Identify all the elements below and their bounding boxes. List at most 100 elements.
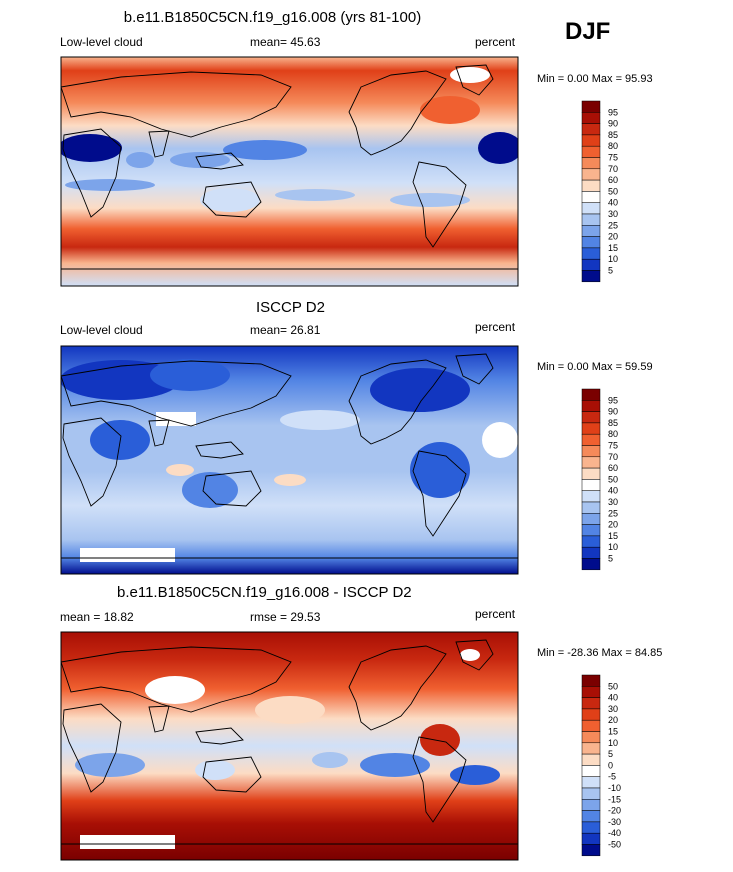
colorbar-1-label-8: 40 [608,198,618,208]
panel-3-minmax: Min = -28.36 Max = 84.85 [537,647,663,659]
colorbar-1-label-2: 85 [608,130,618,140]
panel-2-title: ISCCP D2 [256,299,325,316]
colorbar-2-swatch-0 [581,388,601,401]
panel-2-mean-label: mean= 26.81 [250,323,321,337]
colorbar-1-swatch-12 [581,236,601,249]
panel-1-title: b.e11.B1850C5CN.f19_g16.008 (yrs 81-100) [123,9,422,26]
colorbar-2-swatch-13 [581,535,601,548]
colorbar-2-swatch-4 [581,433,601,446]
colorbar-1-label-12: 15 [608,243,618,253]
colorbar-2-swatch-3 [581,422,601,435]
colorbar-1-swatch-11 [581,225,601,237]
panel-2-variable-label: Low-level cloud [60,323,143,337]
colorbar-3-label-2: 30 [608,704,618,714]
colorbar-1-swatch-2 [581,123,601,136]
colorbar-3-swatch-12 [581,810,601,823]
colorbar-2-label-8: 40 [608,486,618,496]
colorbar-2-label-2: 85 [608,418,618,428]
panel-1-variable-label: Low-level cloud [60,35,143,49]
colorbar-3-label-13: -40 [608,828,621,838]
colorbar-2-label-10: 25 [608,508,618,518]
colorbar-2-swatch-15 [581,558,601,571]
panel-3-rmse-label: rmse = 29.53 [250,610,321,624]
colorbar-1-swatch-6 [581,168,601,181]
colorbar-3-swatch-5 [581,731,601,744]
panel-3-mean-label: mean = 18.82 [60,610,134,624]
colorbar-1-swatch-4 [581,145,601,158]
colorbar-1-swatch-10 [581,213,601,226]
colorbar-2-label-3: 80 [608,429,618,439]
colorbar-3-label-0: 50 [608,681,618,691]
colorbar-1-label-7: 50 [608,186,618,196]
colorbar-3-swatch-11 [581,799,601,811]
colorbar-3-label-4: 15 [608,727,618,737]
colorbar-1-label-1: 90 [608,119,618,129]
colorbar-3-swatch-1 [581,686,601,698]
colorbar-3-label-7: 0 [608,760,613,770]
panel-1-units-label: percent [475,35,516,49]
colorbar-1-label-14: 5 [608,266,613,276]
colorbar-3-label-9: -10 [608,783,621,793]
colorbar-1-label-10: 25 [608,220,618,230]
colorbar-2-swatch-12 [581,524,601,537]
colorbar-3-label-3: 20 [608,715,618,725]
colorbar-2-label-6: 60 [608,463,618,473]
colorbar-1-label-11: 20 [608,232,618,242]
panel-2-map [60,345,519,575]
colorbar-2-swatch-8 [581,479,601,491]
colorbar-2-label-11: 20 [608,520,618,530]
colorbar-1-swatch-1 [581,112,601,124]
colorbar-3-swatch-8 [581,765,601,777]
panel-2-minmax: Min = 0.00 Max = 59.59 [537,361,653,373]
colorbar-1-label-6: 60 [608,175,618,185]
colorbar-3-swatch-3 [581,708,601,721]
colorbar-2-swatch-14 [581,546,601,559]
colorbar-3-swatch-14 [581,832,601,845]
colorbar-3-swatch-9 [581,776,601,789]
colorbar-3-label-11: -20 [608,806,621,816]
colorbar-1-swatch-7 [581,179,601,192]
colorbar-2-label-0: 95 [608,395,618,405]
colorbar-2-swatch-11 [581,513,601,525]
colorbar-3-swatch-13 [581,821,601,834]
colorbar-3-swatch-10 [581,787,601,800]
panel-2-units-label: percent [475,320,516,334]
colorbar-3-label-1: 40 [608,693,618,703]
colorbar-1-swatch-0 [581,100,601,113]
season-label: DJF [565,18,611,45]
colorbar-1-label-5: 70 [608,164,618,174]
colorbar-1-label-4: 75 [608,153,618,163]
colorbar-2-label-5: 70 [608,452,618,462]
colorbar-2-swatch-6 [581,456,601,469]
colorbar-2-swatch-7 [581,467,601,480]
colorbar-3-swatch-6 [581,742,601,755]
colorbar-1-label-3: 80 [608,141,618,151]
colorbar-3-swatch-15 [581,844,601,857]
panel-3-title: b.e11.B1850C5CN.f19_g16.008 - ISCCP D2 [117,584,412,601]
colorbar-1-swatch-15 [581,270,601,283]
colorbar-2-swatch-5 [581,445,601,458]
panel-1-map [60,56,519,287]
colorbar-3-label-8: -5 [608,772,616,782]
colorbar-2-label-4: 75 [608,441,618,451]
colorbar-1-swatch-13 [581,247,601,260]
colorbar-2-label-12: 15 [608,531,618,541]
panel-3-map [60,631,519,861]
panel-3-units-label: percent [475,607,516,621]
colorbar-3-swatch-7 [581,753,601,766]
colorbar-3-label-10: -15 [608,794,621,804]
colorbar-1-swatch-5 [581,157,601,170]
colorbar-2-label-9: 30 [608,497,618,507]
colorbar-2-label-7: 50 [608,474,618,484]
colorbar-3-swatch-0 [581,674,601,687]
colorbar-3-label-5: 10 [608,738,618,748]
colorbar-1-swatch-9 [581,202,601,215]
panel-1-minmax: Min = 0.00 Max = 95.93 [537,73,653,85]
colorbar-1-swatch-14 [581,258,601,271]
colorbar-3-label-14: -50 [608,840,621,850]
colorbar-3-swatch-2 [581,697,601,710]
colorbar-3-label-12: -30 [608,817,621,827]
